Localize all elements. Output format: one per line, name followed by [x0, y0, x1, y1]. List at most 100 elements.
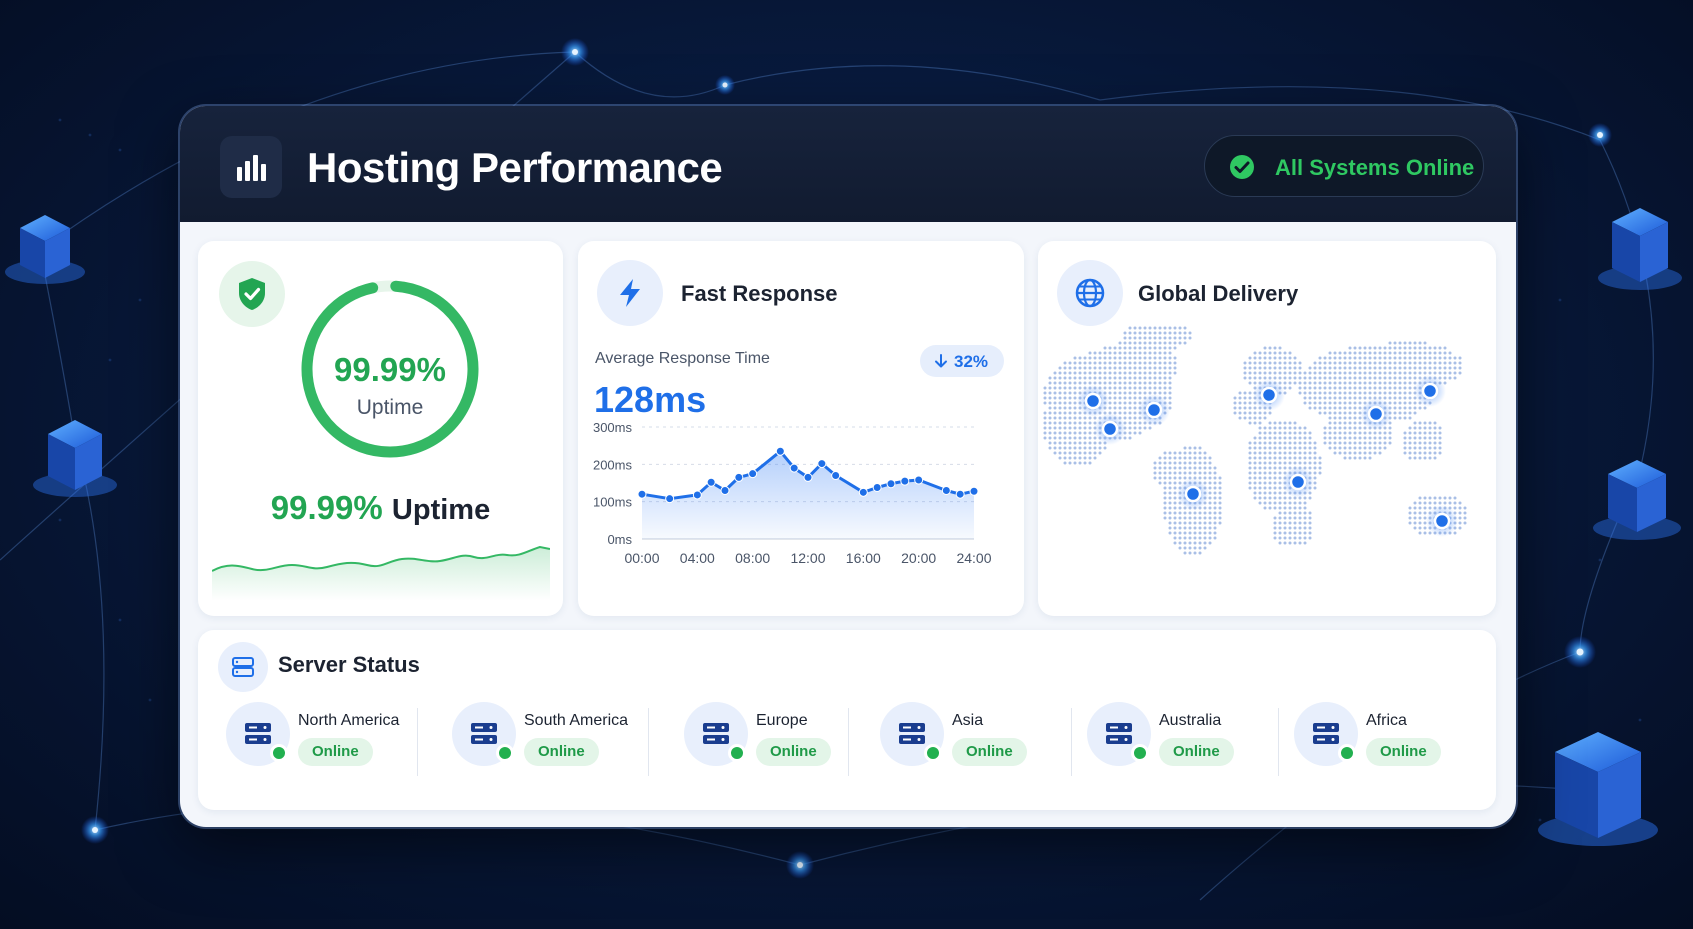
system-status-badge[interactable]: All Systems Online	[1204, 135, 1484, 197]
server-status-badge: Online	[952, 738, 1027, 766]
online-indicator	[728, 744, 746, 762]
location-pin	[1421, 382, 1439, 400]
shield-check-icon	[219, 261, 285, 327]
uptime-ring	[301, 280, 479, 458]
server-icon	[218, 642, 268, 692]
world-map	[1043, 326, 1467, 555]
server-region: Australia	[1159, 712, 1222, 729]
online-indicator	[924, 744, 942, 762]
location-pin	[1260, 386, 1278, 404]
data-point	[872, 482, 882, 492]
response-title: Fast Response	[681, 281, 838, 306]
server-cube-left-top	[5, 215, 85, 284]
x-tick-label: 24:00	[956, 550, 991, 566]
uptime-sparkline	[212, 545, 550, 601]
y-tick-label: 300ms	[593, 420, 633, 435]
data-point	[941, 485, 951, 495]
data-point	[969, 486, 979, 496]
server-item-europe[interactable]: Europe Online	[674, 690, 874, 780]
uptime-ring-label: Uptime	[356, 396, 424, 419]
data-point	[692, 490, 702, 500]
response-time-chart: 0ms 100ms 200ms 300ms 00:00 04:00 08:00 12:00 16…	[593, 420, 992, 566]
x-tick-label: 00:00	[624, 550, 659, 566]
server-status-badge: Online	[1366, 738, 1441, 766]
map-dots	[1043, 326, 1467, 555]
server-cube-right-mid	[1593, 460, 1681, 540]
x-tick-label: 20:00	[901, 550, 936, 566]
arrow-down-icon	[935, 354, 947, 368]
divider	[648, 708, 649, 776]
check-circle-icon	[1230, 155, 1254, 179]
globe-icon	[1057, 260, 1123, 326]
online-indicator	[1338, 744, 1356, 762]
global-delivery-title: Global Delivery	[1138, 281, 1299, 306]
server-region: Europe	[756, 712, 808, 729]
data-point	[775, 446, 785, 456]
server-item-south-america[interactable]: South America Online	[442, 690, 642, 780]
data-point	[886, 479, 896, 489]
server-cube-right-top	[1598, 208, 1682, 290]
data-point	[706, 477, 716, 487]
response-subtitle: Average Response Time	[595, 350, 770, 367]
location-pin	[1433, 512, 1451, 530]
data-point	[637, 489, 647, 499]
y-tick-label: 0ms	[607, 532, 632, 547]
server-status-title: Server Status	[278, 652, 420, 677]
divider	[417, 708, 418, 776]
server-region: North America	[298, 712, 400, 729]
location-pin	[1184, 485, 1202, 503]
data-point	[734, 472, 744, 482]
location-pin	[1084, 392, 1102, 410]
data-point	[665, 494, 675, 504]
server-status-badge: Online	[756, 738, 831, 766]
uptime-card: 99.99% Uptime 99.99% Uptime	[198, 241, 563, 616]
divider	[1071, 708, 1072, 776]
online-indicator	[1131, 744, 1149, 762]
x-tick-label: 08:00	[735, 550, 770, 566]
server-rack-icon	[684, 702, 748, 766]
server-status-badge: Online	[1159, 738, 1234, 766]
uptime-summary-value: 99.99%	[270, 489, 383, 526]
x-tick-label: 12:00	[790, 550, 825, 566]
server-status-card: Server Status North America Online South…	[198, 630, 1496, 810]
server-region: South America	[524, 712, 629, 729]
dashboard-header: Hosting Performance All Systems Online	[180, 106, 1516, 222]
data-point	[858, 487, 868, 497]
x-tick-label: 04:00	[680, 550, 715, 566]
y-tick-label: 100ms	[593, 495, 633, 510]
server-item-asia[interactable]: Asia Online	[870, 690, 1070, 780]
server-region: Africa	[1366, 712, 1407, 729]
y-tick-label: 200ms	[593, 457, 633, 472]
online-indicator	[496, 744, 514, 762]
response-change-badge: 32%	[920, 345, 1004, 377]
server-item-africa[interactable]: Africa Online	[1284, 690, 1484, 780]
uptime-summary-label: Uptime	[391, 494, 491, 526]
location-pin	[1145, 401, 1163, 419]
data-point	[831, 471, 841, 481]
online-indicator	[270, 744, 288, 762]
data-point	[748, 469, 758, 479]
uptime-ring-value: 99.99%	[334, 351, 446, 388]
data-point	[900, 476, 910, 486]
global-delivery-card: Global Delivery	[1038, 241, 1496, 616]
data-point	[955, 489, 965, 499]
lightning-icon	[597, 260, 663, 326]
system-status-label: All Systems Online	[1275, 155, 1475, 180]
divider	[1278, 708, 1279, 776]
bar-chart-icon	[220, 136, 282, 198]
server-status-badge: Online	[524, 738, 599, 766]
page-title: Hosting Performance	[307, 144, 723, 191]
location-pin	[1101, 420, 1119, 438]
data-point	[914, 475, 924, 485]
server-status-badge: Online	[298, 738, 373, 766]
dashboard-panel: Hosting Performance All Systems Online 9…	[180, 106, 1516, 827]
server-item-north-america[interactable]: North America Online	[216, 690, 416, 780]
uptime-summary: 99.99% Uptime	[198, 489, 563, 527]
server-cube-right-bottom	[1538, 732, 1658, 846]
server-cube-left-mid	[33, 420, 117, 497]
data-point	[803, 472, 813, 482]
data-point	[720, 485, 730, 495]
response-value: 128ms	[594, 379, 707, 420]
server-item-australia[interactable]: Australia Online	[1077, 690, 1277, 780]
